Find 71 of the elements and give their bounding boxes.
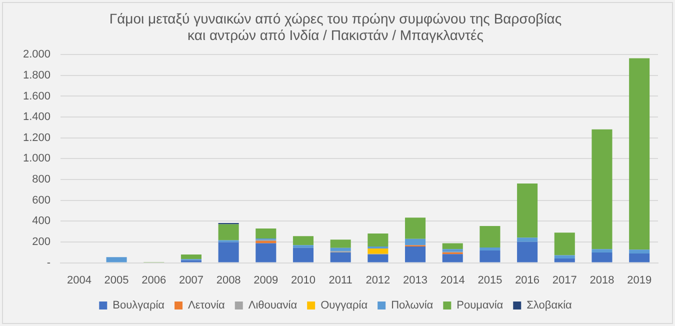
bar [218, 224, 239, 240]
x-tick-label: 2007 [178, 274, 204, 286]
legend-label: Βουλγαρία [112, 300, 166, 312]
bar [554, 255, 575, 259]
x-tick-label: 2014 [440, 274, 465, 286]
bar [292, 245, 314, 248]
bar [330, 240, 351, 248]
bar [629, 58, 650, 250]
bar [218, 242, 239, 262]
legend-label: Πολωνία [391, 300, 434, 312]
bar [368, 234, 388, 247]
legend-label: Ρουμανία [456, 300, 504, 312]
bar [405, 238, 426, 246]
bar [517, 183, 538, 238]
x-tick-label: 2016 [515, 274, 540, 286]
x-tick-label: 2006 [142, 274, 166, 286]
x-tick-label: 2015 [478, 274, 502, 286]
y-tick-label: 200 [32, 236, 51, 248]
x-tick-label: 2009 [254, 274, 278, 286]
x-tick-label: 2011 [328, 274, 352, 286]
y-tick-label: 1.400 [22, 111, 51, 124]
legend-label: Ουγγαρία [320, 300, 368, 312]
bar [442, 254, 463, 262]
x-tick-label: 2012 [366, 274, 390, 286]
bar [292, 248, 314, 262]
bar [554, 258, 575, 262]
bar [180, 254, 202, 260]
x-tick-label: 2018 [590, 274, 614, 286]
bar [592, 129, 612, 250]
legend-label: Λιθουανία [248, 300, 298, 312]
x-tick-label: 2013 [403, 274, 428, 286]
y-tick-label: 1.200 [22, 132, 51, 144]
y-tick-label: 1.800 [22, 69, 51, 82]
bar [592, 249, 612, 252]
bar [629, 250, 650, 254]
bar [592, 252, 612, 262]
bar [405, 218, 426, 239]
bar [629, 254, 650, 262]
x-tick-label: 2017 [552, 274, 577, 286]
bar [330, 252, 351, 262]
x-tick-label: 2005 [104, 274, 129, 286]
bar [405, 246, 426, 262]
bar [368, 248, 388, 254]
bar [256, 243, 276, 262]
bar [442, 243, 463, 250]
bar [554, 232, 575, 256]
bar [480, 250, 500, 262]
y-tick-label: - [46, 256, 51, 269]
bar [480, 226, 500, 248]
y-tick-label: 2.000 [22, 48, 51, 61]
bar [442, 249, 463, 252]
x-tick-label: 2004 [66, 274, 92, 286]
bar [480, 248, 500, 251]
y-tick-label: 800 [32, 174, 51, 186]
bar [292, 236, 314, 246]
chart-title: Γάμοι μεταξύ γυναικών από χώρες του πρώην συμφώνου της Βαρσοβίας και αντρών από Ινδία / Πακιστάν / Μπαγκλαντές [109, 10, 562, 44]
bar [517, 238, 538, 242]
x-tick-label: 2010 [291, 274, 316, 286]
bar [368, 254, 388, 262]
legend-label: Λετονία [188, 300, 226, 312]
y-tick-label: 1.600 [22, 90, 51, 102]
bar [330, 248, 351, 252]
bar [106, 257, 127, 262]
bar [256, 228, 276, 239]
bar [517, 242, 538, 262]
legend-label: Σλοβακία [526, 300, 573, 312]
y-tick-label: 400 [32, 215, 51, 228]
y-tick-label: 600 [32, 194, 51, 206]
x-tick-label: 2008 [216, 274, 241, 286]
x-tick-label: 2019 [627, 274, 652, 286]
y-tick-label: 1.000 [22, 152, 51, 165]
